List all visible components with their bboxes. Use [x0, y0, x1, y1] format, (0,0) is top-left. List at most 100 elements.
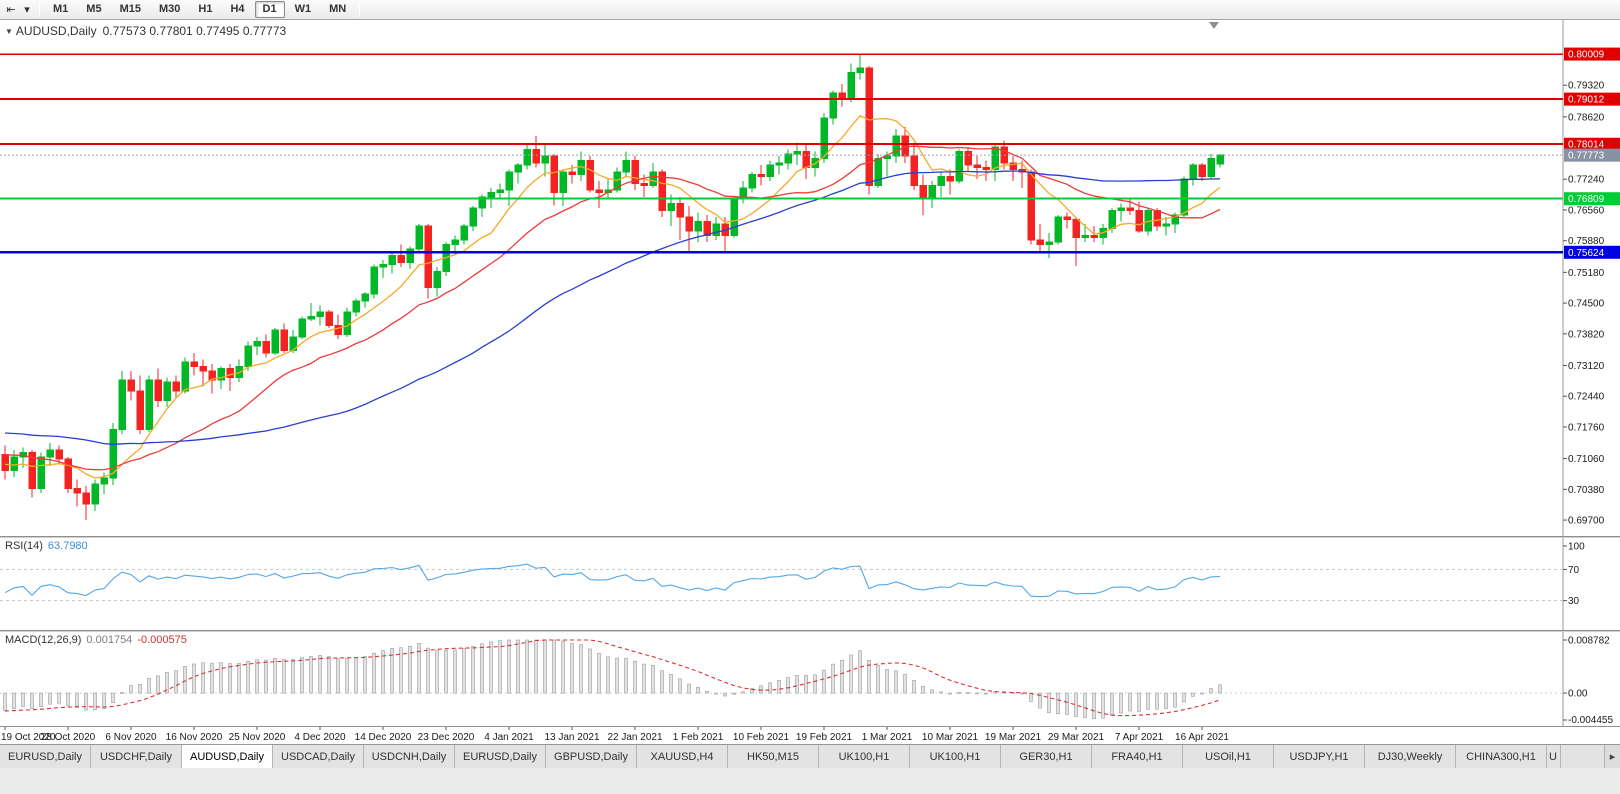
timeframe-button-h1[interactable]: H1: [198, 3, 213, 15]
low-value: 0.77495: [196, 24, 240, 38]
svg-text:0.72440: 0.72440: [1568, 392, 1605, 403]
svg-text:0.78620: 0.78620: [1568, 112, 1605, 123]
chart-symbol-label: AUDUSD,Daily: [15, 24, 97, 38]
svg-text:0.69700: 0.69700: [1568, 516, 1605, 527]
chart-tab-eurusd-daily[interactable]: EURUSD,Daily: [0, 745, 91, 768]
price-chart-panel[interactable]: 0.79320 0.78620 0.77240 0.76560 0.75880 0.751…: [0, 20, 1620, 536]
svg-text:16 Apr 2021: 16 Apr 2021: [1175, 732, 1229, 743]
chart-tab-dj30-weekly[interactable]: DJ30,Weekly: [1365, 745, 1456, 768]
svg-text:-0.004455: -0.004455: [1568, 715, 1613, 726]
svg-text:0.75624: 0.75624: [1568, 248, 1605, 259]
macd-indicator-panel[interactable]: 0.008782 0.00 -0.004455 MACD(12,26,9) 0.001…: [0, 632, 1620, 726]
rsi-label: RSI(14) 63.7980: [5, 540, 88, 552]
chart-tab-usdjpy-h1[interactable]: USDJPY,H1: [1274, 745, 1365, 768]
timeframe-button-d1[interactable]: D1: [254, 1, 285, 18]
svg-text:0.00: 0.00: [1568, 689, 1588, 700]
svg-text:0.77240: 0.77240: [1568, 175, 1605, 186]
chart-scroll-left-icon[interactable]: ⇤: [6, 3, 16, 16]
chart-tab-usdcad-daily[interactable]: USDCAD,Daily: [273, 745, 364, 768]
timeframe-button-h4[interactable]: H4: [230, 3, 245, 15]
svg-text:0.75180: 0.75180: [1568, 268, 1605, 279]
chart-tab-fra40-h1[interactable]: FRA40,H1: [1092, 745, 1183, 768]
svg-text:13 Jan 2021: 13 Jan 2021: [544, 732, 599, 743]
chart-tab-usoil-h1[interactable]: USOil,H1: [1183, 745, 1274, 768]
svg-text:19 Feb 2021: 19 Feb 2021: [796, 732, 853, 743]
window-footer: [0, 768, 1620, 794]
chart-tab-uk100-h1[interactable]: UK100,H1: [910, 745, 1001, 768]
svg-text:100: 100: [1568, 542, 1585, 553]
time-scale[interactable]: 19 Oct 2020 28 Oct 2020 6 Nov 2020 16 Nov 2…: [0, 726, 1620, 744]
rsi-indicator-panel[interactable]: 100 70 30 RSI(14) 63.7980: [0, 538, 1620, 630]
high-value: 0.77801: [149, 24, 193, 38]
rsi-chart[interactable]: 100 70 30: [0, 538, 1620, 630]
svg-text:70: 70: [1568, 565, 1580, 576]
chart-tab-uk100-h1[interactable]: UK100,H1: [819, 745, 910, 768]
svg-text:30: 30: [1568, 596, 1580, 607]
timeframe-button-m15[interactable]: M15: [119, 3, 141, 15]
chart-tab-eurusd-daily[interactable]: EURUSD,Daily: [455, 745, 546, 768]
macd-chart[interactable]: 0.008782 0.00 -0.004455: [0, 632, 1620, 726]
collapse-triangle-icon[interactable]: ▼: [5, 27, 13, 36]
svg-text:0.80009: 0.80009: [1568, 50, 1605, 61]
timeframe-button-m1[interactable]: M1: [53, 3, 69, 15]
timeframe-button-m5[interactable]: M5: [86, 3, 102, 15]
chart-tab-china300-h1[interactable]: CHINA300,H1: [1456, 745, 1547, 768]
timeframe-button-w1[interactable]: W1: [294, 3, 312, 15]
chart-title: ▼ AUDUSD,Daily 0.77573 0.77801 0.77495 0.7…: [5, 24, 286, 38]
svg-text:4 Dec 2020: 4 Dec 2020: [294, 732, 346, 743]
chart-tab-hk50-m15[interactable]: HK50,M15: [728, 745, 819, 768]
chart-tabs: EURUSD,Daily USDCHF,Daily AUDUSD,Daily USDC…: [0, 745, 1547, 768]
chart-tab-gbpusd-daily[interactable]: GBPUSD,Daily: [546, 745, 637, 768]
svg-text:0.71060: 0.71060: [1568, 454, 1605, 465]
timeframe-button-mn[interactable]: MN: [329, 3, 347, 15]
svg-text:23 Dec 2020: 23 Dec 2020: [418, 732, 475, 743]
toolbar-separator: [39, 2, 40, 17]
timeframe-button-m30[interactable]: M30: [158, 3, 181, 15]
svg-text:25 Nov 2020: 25 Nov 2020: [229, 732, 286, 743]
toolbar-separator: [359, 2, 361, 17]
svg-text:0.70380: 0.70380: [1568, 485, 1605, 496]
panel-resize-handle[interactable]: [0, 536, 1620, 538]
macd-signal-value: -0.000575: [137, 634, 187, 646]
dropdown-caret-icon[interactable]: ▾: [24, 3, 30, 16]
svg-text:0.79012: 0.79012: [1568, 95, 1605, 106]
timeframe-buttons-group: M1 M5 M15 M30 H1 H4 D1 W1 MN: [44, 1, 355, 18]
svg-text:0.77773: 0.77773: [1568, 151, 1605, 162]
svg-text:10 Mar 2021: 10 Mar 2021: [922, 732, 979, 743]
chart-tab-xauusd-h4[interactable]: XAUUSD,H4: [637, 745, 728, 768]
svg-text:29 Mar 2021: 29 Mar 2021: [1048, 732, 1105, 743]
candlestick-chart[interactable]: 0.79320 0.78620 0.77240 0.76560 0.75880 0.751…: [0, 20, 1620, 536]
chart-tab-usdchf-daily[interactable]: USDCHF,Daily: [91, 745, 182, 768]
panel-resize-handle[interactable]: [0, 630, 1620, 632]
svg-text:7 Apr 2021: 7 Apr 2021: [1115, 732, 1164, 743]
svg-text:0.76809: 0.76809: [1568, 194, 1605, 205]
chart-tab-ger30-h1[interactable]: GER30,H1: [1001, 745, 1092, 768]
open-value: 0.77573: [102, 24, 146, 38]
svg-text:10 Feb 2021: 10 Feb 2021: [733, 732, 790, 743]
svg-text:0.71760: 0.71760: [1568, 422, 1605, 433]
svg-text:28 Oct 2020: 28 Oct 2020: [41, 732, 96, 743]
rsi-value: 63.7980: [47, 540, 88, 552]
tab-scroll-right-icon[interactable]: ▸: [1604, 745, 1620, 768]
chart-tab-audusd-daily[interactable]: AUDUSD,Daily: [182, 745, 273, 768]
svg-text:16 Nov 2020: 16 Nov 2020: [166, 732, 223, 743]
svg-text:0.73820: 0.73820: [1568, 329, 1605, 340]
svg-text:1 Mar 2021: 1 Mar 2021: [862, 732, 913, 743]
tab-overflow-partial[interactable]: U: [1547, 745, 1561, 768]
svg-text:0.74500: 0.74500: [1568, 299, 1605, 310]
chart-tab-usdcnh-daily[interactable]: USDCNH,Daily: [364, 745, 455, 768]
close-value: 0.77773: [242, 24, 287, 38]
svg-text:0.75880: 0.75880: [1568, 236, 1605, 247]
svg-text:1 Feb 2021: 1 Feb 2021: [673, 732, 724, 743]
svg-text:0.73120: 0.73120: [1568, 361, 1605, 372]
svg-text:0.79320: 0.79320: [1568, 81, 1605, 92]
svg-text:0.008782: 0.008782: [1568, 636, 1610, 647]
svg-text:14 Dec 2020: 14 Dec 2020: [355, 732, 412, 743]
macd-label: MACD(12,26,9) 0.001754 -0.000575: [5, 634, 187, 646]
timeframe-toolbar: ⇤ ▾ M1 M5 M15 M30 H1 H4 D1 W1 MN: [0, 0, 1620, 20]
svg-text:4 Jan 2021: 4 Jan 2021: [484, 732, 534, 743]
svg-text:6 Nov 2020: 6 Nov 2020: [105, 732, 157, 743]
svg-text:0.76560: 0.76560: [1568, 205, 1605, 216]
svg-text:0.78014: 0.78014: [1568, 140, 1605, 151]
